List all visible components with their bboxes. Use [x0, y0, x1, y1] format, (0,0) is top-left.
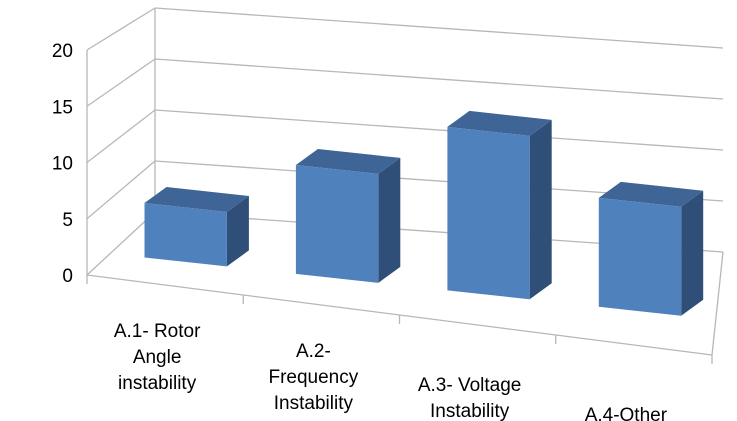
bar-front-face: [144, 203, 227, 267]
x-category-label-line: A.1- Rotor: [114, 321, 201, 342]
x-category-label-line: A.2-: [296, 341, 331, 362]
x-axis-category-labels: A.1- Rotor Angle instability A.2- Frequency I…: [114, 321, 668, 421]
x-category-label: A.3- Voltage Instability: [418, 375, 522, 421]
y-tick-label: 5: [62, 210, 73, 231]
x-category-label-line: Angle: [133, 347, 182, 368]
y-tick-label: 20: [52, 41, 73, 62]
bars: [144, 110, 704, 316]
y-tick-label: 15: [52, 97, 73, 118]
bar: [295, 149, 401, 283]
y-tick-label: 0: [62, 266, 73, 287]
gridline: [154, 7, 724, 49]
bar-top-face: [447, 110, 552, 136]
bar: [447, 110, 552, 300]
bar-top-face: [144, 187, 249, 212]
x-category-label: A.1- Rotor Angle instability: [114, 321, 201, 394]
bar-front-face: [447, 126, 530, 300]
bar-top-face: [598, 181, 704, 207]
bar-front-face: [295, 165, 379, 283]
side-wall-gridline: [86, 109, 156, 164]
bar-side-face: [226, 196, 249, 267]
side-wall-gridline: [86, 160, 156, 220]
x-category-label-line: Instability: [274, 393, 354, 414]
grid-lines: [86, 7, 724, 364]
x-category-label-line: A.4-Other: [585, 405, 668, 421]
x-category-label-line: Instability: [430, 401, 510, 421]
bar-top-face: [295, 149, 401, 174]
gridline: [154, 109, 724, 151]
side-wall-gridline: [86, 211, 156, 276]
y-axis-tick-labels: 0 5 10 15 20: [52, 41, 73, 287]
floor-side-edge: [711, 251, 724, 356]
x-category-label: A.2- Frequency Instability: [268, 341, 358, 414]
gridline: [154, 58, 724, 100]
side-wall-gridline: [86, 7, 156, 51]
bar-side-face: [378, 157, 401, 283]
x-category-label-line: instability: [118, 373, 197, 394]
bar-side-face: [681, 190, 704, 316]
bar: [144, 187, 249, 267]
bar-front-face: [598, 197, 682, 316]
bar-side-face: [529, 119, 552, 300]
y-tick-label: 10: [52, 154, 73, 175]
bar: [598, 181, 704, 316]
side-wall-gridline: [86, 58, 156, 107]
x-category-label-line: A.3- Voltage: [418, 375, 522, 396]
x-category-label-line: Frequency: [268, 367, 358, 388]
x-category-label: A.4-Other: [585, 405, 668, 421]
